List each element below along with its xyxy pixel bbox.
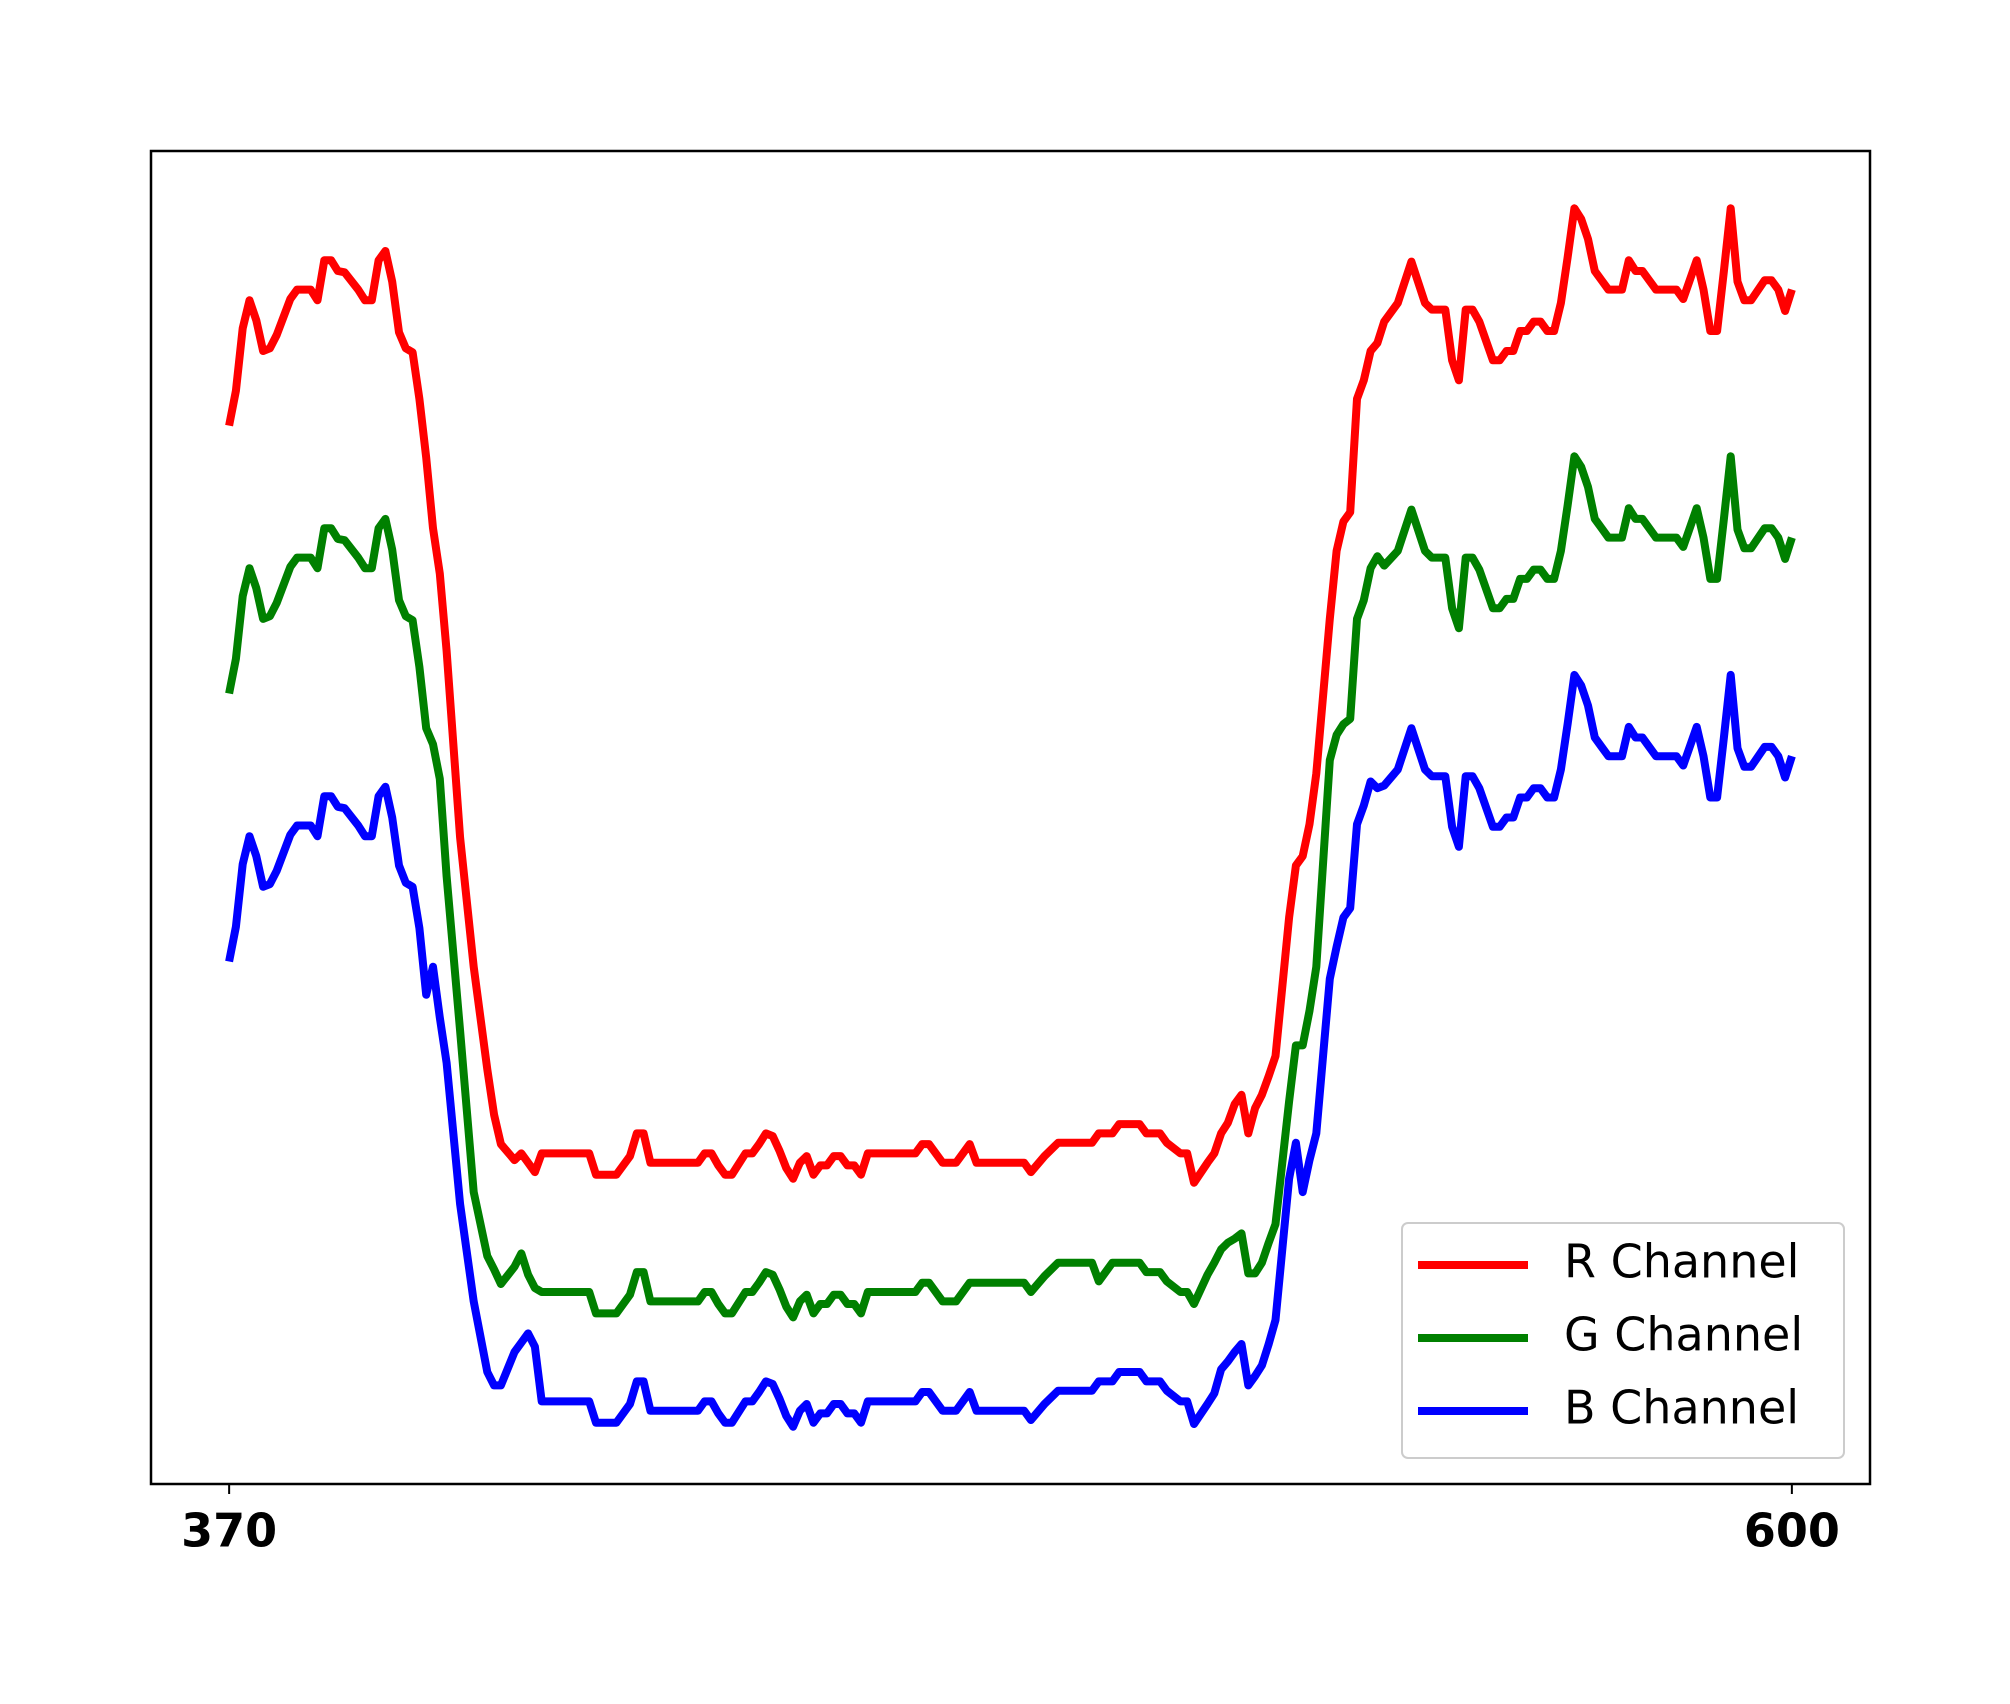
legend-label: R Channel — [1564, 1235, 1799, 1289]
x-tick-label: 600 — [1744, 1504, 1840, 1558]
series-line — [225, 452, 1796, 1322]
series-line — [225, 670, 1796, 1431]
plot-frame — [149, 149, 1872, 1486]
legend-box — [1401, 1222, 1845, 1459]
legend-label: G Channel — [1564, 1308, 1803, 1362]
legend-label: B Channel — [1564, 1381, 1799, 1435]
x-tick-label: 370 — [181, 1504, 277, 1558]
series-line — [225, 204, 1796, 1187]
